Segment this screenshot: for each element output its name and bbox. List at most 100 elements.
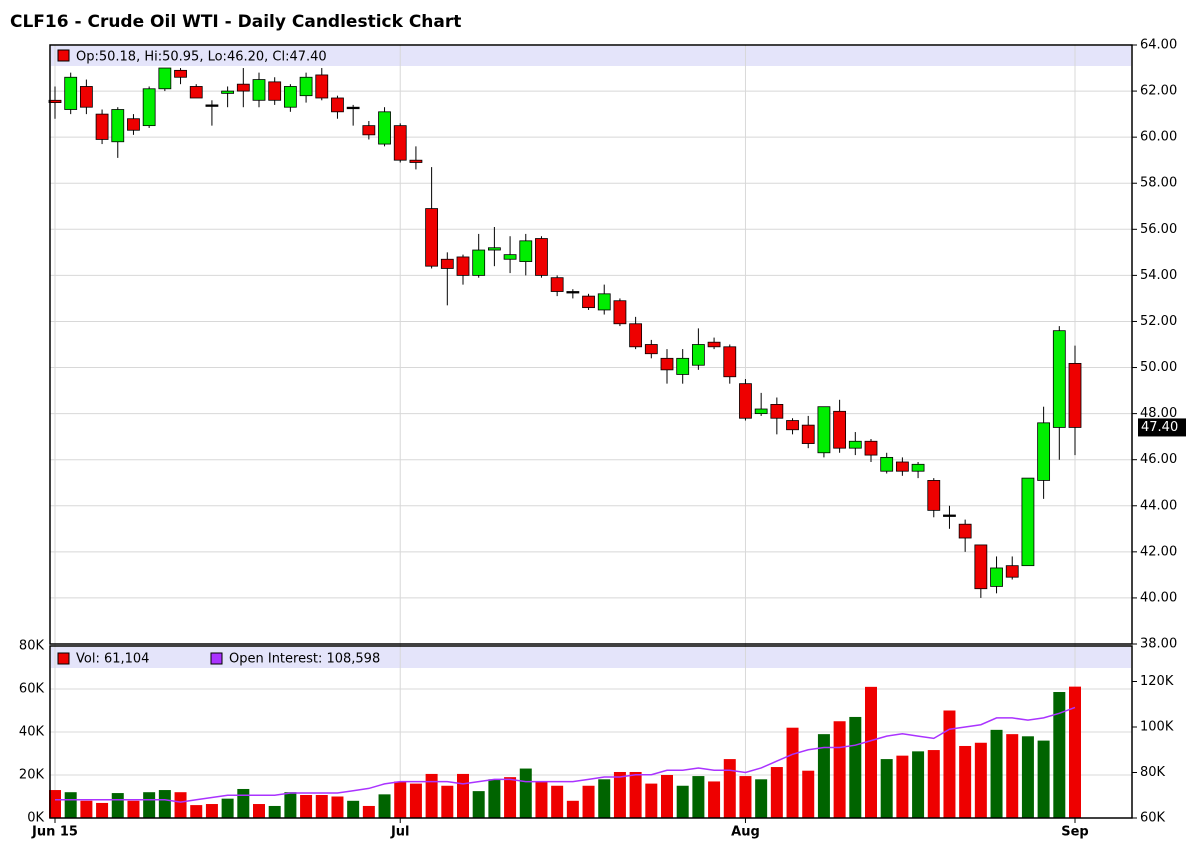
volume-bar <box>425 773 438 818</box>
candle-body <box>472 249 486 276</box>
x-tick-label: Sep <box>1061 825 1089 840</box>
candle-body <box>817 406 831 454</box>
candle-body <box>1021 477 1035 567</box>
candle-body <box>676 357 690 375</box>
volume-bar <box>833 721 846 818</box>
y-tick-label: 60K <box>19 682 45 697</box>
open-interest-line <box>55 706 1076 803</box>
legend-text: Vol: 61,104 <box>76 652 149 667</box>
y2-tick-label: 80K <box>1140 765 1166 780</box>
legend-swatch <box>210 652 223 665</box>
candle-body <box>283 86 297 108</box>
x-tick-label: Aug <box>731 825 760 840</box>
volume-bar <box>174 792 187 818</box>
candle-body <box>1037 422 1051 481</box>
y-tick-label: 52.00 <box>1140 314 1177 329</box>
candle-body <box>943 514 956 517</box>
volume-bar <box>645 783 658 818</box>
volume-bar <box>1037 740 1050 818</box>
candle-body <box>723 346 737 378</box>
legend-band <box>51 46 1131 66</box>
volume-bar <box>613 771 626 818</box>
volume-bar <box>347 800 360 818</box>
candle-body <box>1068 362 1082 428</box>
volume-bar <box>927 750 940 818</box>
volume-bar <box>786 727 799 818</box>
volume-bar <box>409 783 422 818</box>
y-tick-label: 58.00 <box>1140 176 1177 191</box>
volume-bar <box>723 759 736 818</box>
candle-body <box>880 456 894 472</box>
candle-body <box>644 344 658 355</box>
y2-tick-label: 120K <box>1140 674 1174 689</box>
y2-tick-label: 100K <box>1140 719 1174 734</box>
candle-body <box>189 86 203 99</box>
candle-body <box>911 463 925 472</box>
candle-body <box>205 104 219 107</box>
x-tick-label: Jul <box>390 825 410 840</box>
volume-bar <box>849 716 862 818</box>
volume-bar <box>1053 692 1066 818</box>
y-tick-label: 60.00 <box>1140 130 1177 145</box>
volume-bar <box>49 790 61 818</box>
candle-body <box>519 240 533 262</box>
candle-body <box>48 99 62 103</box>
legend-text: Op:50.18, Hi:50.95, Lo:46.20, Cl:47.40 <box>76 50 327 65</box>
last-price-box <box>1138 418 1186 437</box>
legend-swatch <box>57 49 70 62</box>
candle-body <box>801 424 815 444</box>
candle-body <box>221 90 235 94</box>
candle-body <box>252 79 266 101</box>
candle-body <box>566 291 580 294</box>
candle-body <box>927 480 941 511</box>
candle-body <box>958 523 972 539</box>
volume-bar <box>990 729 1003 818</box>
candle-body <box>127 118 140 131</box>
volume-bar <box>598 779 611 818</box>
candle-body <box>378 111 391 145</box>
x-tick-label: Jun 15 <box>31 825 78 840</box>
y-tick-label: 38.00 <box>1140 637 1177 652</box>
volume-bar <box>378 794 391 818</box>
candle-body <box>425 208 439 267</box>
volume-bar <box>96 802 109 818</box>
volume-bar <box>566 800 579 818</box>
volume-bar <box>441 785 454 818</box>
candle-body <box>597 293 611 311</box>
volume-bar <box>519 768 532 818</box>
candle-body <box>409 159 423 163</box>
volume-bar <box>896 755 909 818</box>
volume-bar <box>190 805 203 818</box>
volume-bar <box>582 785 595 818</box>
legend-text: Open Interest: 108,598 <box>229 652 380 667</box>
volume-bar <box>676 785 689 818</box>
volume-bar <box>300 794 313 818</box>
candle-body <box>613 300 627 325</box>
candle-body <box>142 88 156 127</box>
y-tick-label: 64.00 <box>1140 38 1177 53</box>
volume-frame <box>49 645 1133 819</box>
volume-bar <box>692 776 705 818</box>
volume-bar <box>1006 734 1019 818</box>
candle-body <box>691 344 705 366</box>
volume-bar <box>362 805 375 818</box>
volume-bar <box>158 790 171 818</box>
candle-body <box>770 403 784 419</box>
y-tick-label: 44.00 <box>1140 498 1177 513</box>
candle-body <box>660 357 674 371</box>
volume-bar <box>237 788 250 818</box>
candle-body <box>236 83 250 92</box>
candle-body <box>1005 565 1019 578</box>
y-tick-label: 40K <box>19 725 45 740</box>
candle-body <box>848 440 862 449</box>
candle-body <box>456 256 470 276</box>
candle-body <box>550 277 564 292</box>
volume-bar <box>1021 736 1034 818</box>
candle-body <box>864 440 878 456</box>
y-tick-label: 56.00 <box>1140 222 1177 237</box>
volume-bar <box>551 785 564 818</box>
volume-bar <box>959 745 972 818</box>
y-tick-label: 80K <box>19 639 45 654</box>
volume-bar <box>504 777 517 818</box>
volume-bar <box>80 800 93 818</box>
